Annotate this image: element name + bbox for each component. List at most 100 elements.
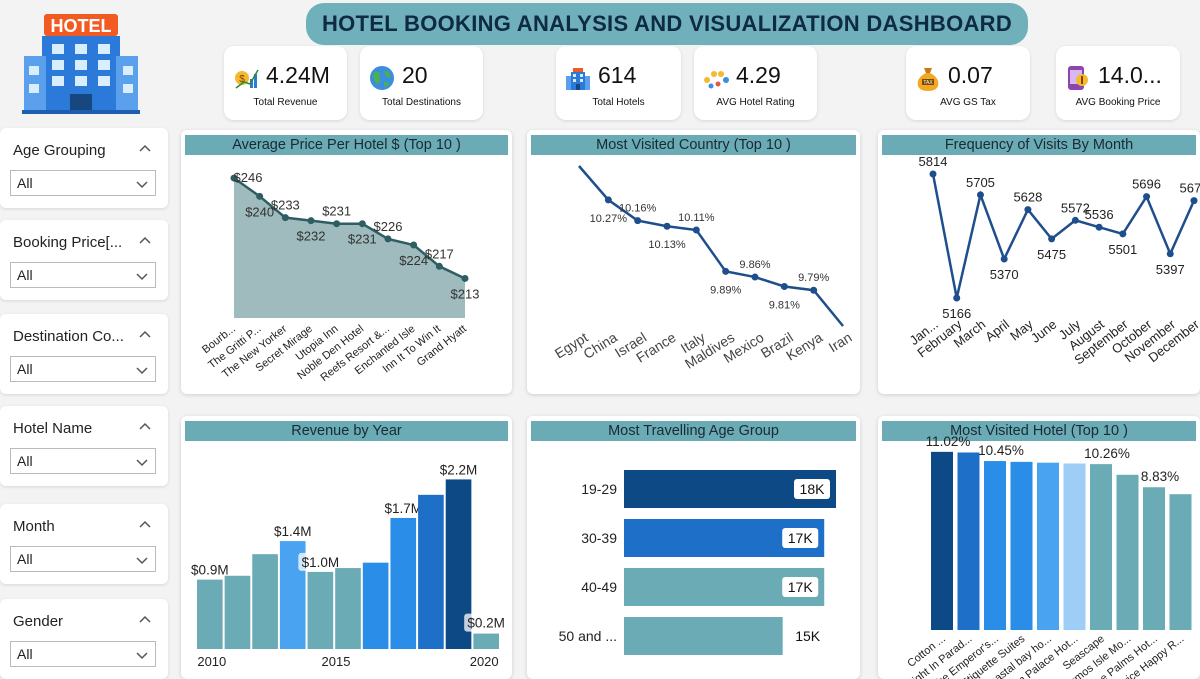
logo-text: HOTEL	[51, 16, 112, 36]
slicer-title: Hotel Name	[13, 420, 93, 437]
chevron-up-icon[interactable]	[138, 142, 152, 156]
slicer-gender[interactable]: Gender All	[0, 599, 168, 679]
data-point	[976, 191, 984, 199]
data-point	[410, 241, 418, 249]
slicer-dropdown[interactable]: All	[10, 641, 156, 667]
data-label: 5397	[1156, 262, 1185, 277]
data-label: 5501	[1108, 242, 1137, 257]
bar	[418, 494, 444, 649]
money-chart-icon: $	[235, 69, 259, 89]
kpi-total-hotels: 614 Total Hotels	[556, 46, 681, 120]
slicer-dropdown[interactable]: All	[10, 170, 156, 196]
dashboard-title: HOTEL BOOKING ANALYSIS AND VISUALIZATION…	[306, 3, 1028, 45]
data-label-bg	[436, 460, 481, 479]
bar	[931, 451, 953, 630]
data-label: $224	[399, 253, 428, 268]
slicer-title: Gender	[13, 613, 64, 630]
data-label: 10.45%	[978, 443, 1024, 458]
data-label: $213	[451, 286, 480, 301]
hotel-building-icon: HOTEL	[22, 14, 140, 114]
bar	[473, 633, 499, 649]
data-label: $232	[297, 229, 326, 244]
data-point	[1071, 216, 1079, 224]
slicer-hotel-name[interactable]: Hotel Name All	[0, 406, 168, 486]
chart-svg: $0.9M $1.4M $1.0M $1.7M $2.2M $0.2M 2010 2015 20…	[187, 460, 509, 669]
chevron-down-icon[interactable]	[135, 553, 149, 567]
bar	[624, 617, 783, 655]
data-point	[751, 273, 759, 281]
kpi-total-destinations: 20 Total Destinations	[360, 46, 483, 120]
rating-icon	[704, 71, 729, 89]
slicer-dropdown[interactable]: All	[10, 448, 156, 474]
data-point	[1048, 235, 1056, 243]
chevron-down-icon[interactable]	[135, 177, 149, 191]
bar	[957, 452, 980, 630]
y-tick-label: 30-39	[581, 530, 617, 546]
data-point	[461, 274, 469, 282]
y-tick-label: 50 and ...	[559, 628, 617, 644]
chevron-up-icon[interactable]	[138, 420, 152, 434]
kpi-value: 0.07	[948, 62, 993, 88]
kpi-total-revenue: $ 4.24M Total Revenue	[224, 46, 347, 120]
data-point	[1095, 223, 1103, 231]
data-label: $1.4M	[274, 524, 312, 539]
data-point	[1143, 193, 1151, 201]
chevron-up-icon[interactable]	[138, 328, 152, 342]
bar	[390, 517, 417, 649]
slicer-title: Age Grouping	[13, 142, 106, 159]
chevron-down-icon[interactable]	[135, 455, 149, 469]
kpi-value: 20	[402, 62, 428, 88]
slicer-destination-country[interactable]: Destination Co... All	[0, 314, 168, 394]
slicer-booking-price[interactable]: Booking Price[... All	[0, 220, 168, 300]
data-point	[1024, 206, 1032, 214]
slicer-value: All	[17, 453, 33, 469]
slicer-month[interactable]: Month All	[0, 504, 168, 584]
chart-svg: 5814Jan...5166February5705March5370April…	[907, 154, 1200, 368]
phone-payment-icon	[1068, 66, 1088, 90]
series-line	[931, 173, 1196, 299]
bar	[224, 575, 251, 649]
chart-revenue-by-year: Revenue by Year $0.9M $1.4M $1.0M $1.7M $2.2…	[181, 416, 512, 679]
data-point	[384, 235, 392, 243]
data-point	[435, 262, 443, 270]
chart-title: Frequency of Visits By Month	[882, 135, 1196, 155]
data-label: 10.11%	[678, 212, 715, 224]
kpi-value: 4.24M	[266, 62, 330, 88]
bar	[307, 571, 334, 649]
data-point	[929, 170, 937, 178]
data-point	[1190, 197, 1198, 205]
data-label: 5166	[942, 306, 971, 321]
chart-svg: 11.02%Cotton ...Night In Parad...10.45%T…	[904, 434, 1192, 679]
kpi-label: AVG GS Tax	[940, 97, 996, 108]
kpi-avg-gs-tax: TAX 0.07 AVG GS Tax	[906, 46, 1030, 120]
series-line	[578, 165, 844, 327]
slicer-age-grouping[interactable]: Age Grouping All	[0, 128, 168, 208]
chevron-down-icon[interactable]	[135, 363, 149, 377]
hotel-logo: HOTEL	[22, 4, 140, 120]
svg-text:TAX: TAX	[923, 80, 933, 86]
data-label-bg	[270, 522, 315, 541]
data-point	[1166, 250, 1174, 258]
data-label: $240	[245, 204, 274, 219]
globe-icon	[370, 66, 394, 90]
bar	[1143, 487, 1165, 630]
data-label: 10.13%	[648, 239, 686, 251]
slicer-value: All	[17, 175, 33, 191]
chevron-up-icon[interactable]	[138, 518, 152, 532]
chevron-up-icon[interactable]	[138, 234, 152, 248]
chevron-up-icon[interactable]	[138, 613, 152, 627]
x-tick-label: 2015	[322, 654, 351, 669]
chevron-down-icon[interactable]	[135, 269, 149, 283]
chevron-down-icon[interactable]	[135, 648, 149, 662]
slicer-dropdown[interactable]: All	[10, 262, 156, 288]
data-label: 10.26%	[1084, 446, 1130, 461]
chart-most-visited-country: Most Visited Country (Top 10 ) Egypt 10.2…	[527, 130, 860, 394]
data-label-bg	[187, 560, 232, 579]
data-label: 5536	[1085, 207, 1114, 222]
data-point	[663, 222, 671, 230]
slicer-dropdown[interactable]: All	[10, 356, 156, 382]
data-label: 5814	[919, 154, 948, 169]
series-line	[233, 177, 466, 280]
slicer-dropdown[interactable]: All	[10, 546, 156, 572]
